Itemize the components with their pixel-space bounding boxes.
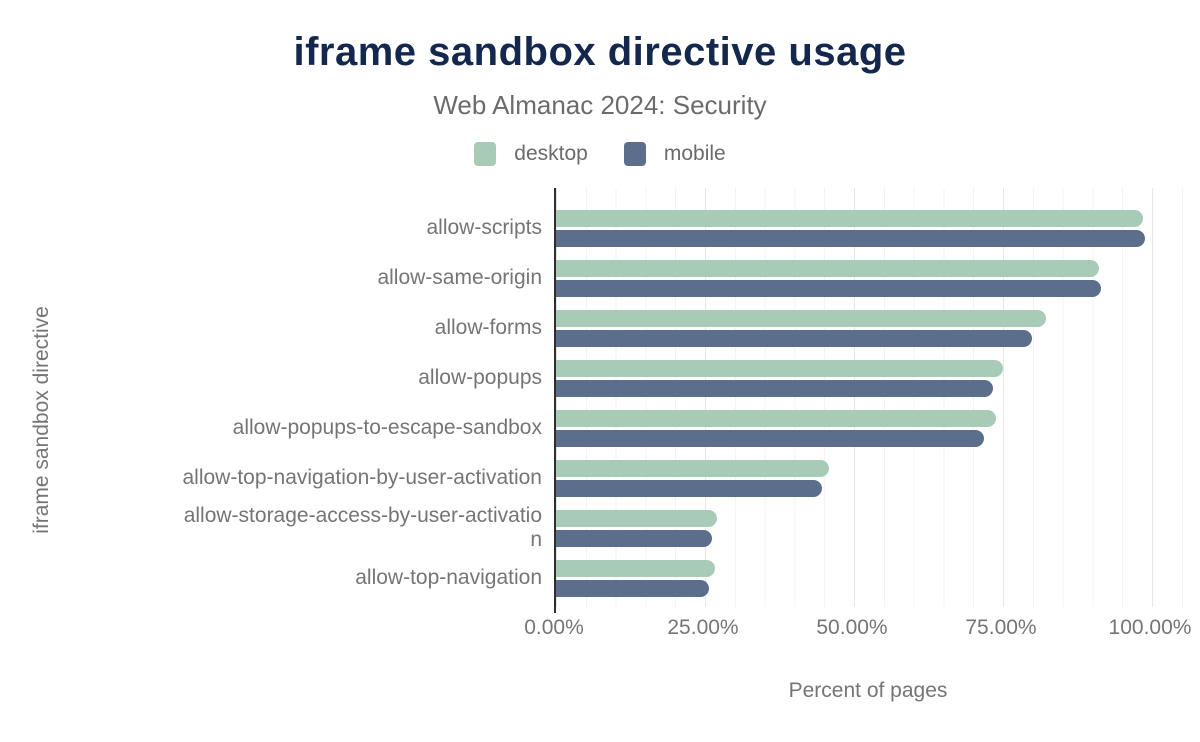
- bar-mobile: [556, 479, 822, 497]
- chart-legend: desktop mobile: [0, 142, 1200, 166]
- bar-mobile: [556, 279, 1102, 297]
- bar-desktop: [556, 509, 717, 527]
- category-label: allow-top-navigation-by-user-activation: [182, 465, 542, 489]
- bar-group: [556, 303, 1184, 353]
- legend-swatch-desktop: [474, 142, 497, 166]
- category-label-row: allow-top-navigation-by-user-activation: [176, 453, 542, 503]
- category-label-row: allow-same-origin: [176, 253, 542, 303]
- chart-title: iframe sandbox directive usage: [293, 30, 907, 74]
- bar-desktop: [556, 209, 1144, 227]
- category-label: allow-same-origin: [377, 265, 542, 289]
- category-label-row: allow-storage-access-by-user-activation: [176, 503, 542, 553]
- bar-group: [556, 503, 1184, 553]
- category-label: allow-top-navigation: [355, 565, 542, 589]
- category-label: allow-popups-to-escape-sandbox: [232, 415, 542, 439]
- category-label-row: allow-top-navigation: [176, 553, 542, 603]
- bar-group: [556, 553, 1184, 603]
- bar-mobile: [556, 329, 1032, 347]
- bar-group: [556, 353, 1184, 403]
- legend-label: mobile: [663, 142, 726, 165]
- bar-mobile: [556, 529, 712, 547]
- chart-subtitle: Web Almanac 2024: Security: [433, 90, 767, 120]
- category-label: allow-popups: [418, 365, 542, 389]
- bar-desktop: [556, 409, 996, 427]
- category-label-row: allow-forms: [176, 303, 542, 353]
- bar-group: [556, 453, 1184, 503]
- bar-group: [556, 253, 1184, 303]
- bar-desktop: [556, 559, 716, 577]
- bar-group: [556, 403, 1184, 453]
- x-tick-label: 50.00%: [816, 616, 888, 639]
- x-tick-label: 25.00%: [667, 616, 739, 639]
- category-label: allow-scripts: [426, 215, 542, 239]
- x-axis-title: Percent of pages: [788, 679, 948, 702]
- bar-group: [556, 203, 1184, 253]
- bar-desktop: [556, 259, 1099, 277]
- bar-mobile: [556, 229, 1146, 247]
- bar-rows: [556, 203, 1184, 603]
- legend-item-mobile: mobile: [623, 142, 726, 166]
- category-labels: allow-scripts allow-same-origin allow-form…: [176, 203, 542, 603]
- legend-item-desktop: desktop: [474, 142, 588, 166]
- category-label: allow-forms: [434, 315, 542, 339]
- bar-desktop: [556, 459, 829, 477]
- category-label-row: allow-popups: [176, 353, 542, 403]
- bar-mobile: [556, 379, 994, 397]
- category-label-row: allow-scripts: [176, 203, 542, 253]
- x-axis-zero-tick: [554, 607, 556, 613]
- x-tick-label: 100.00%: [1108, 616, 1192, 639]
- x-tick-label: 0.00%: [524, 616, 584, 639]
- bar-mobile: [556, 579, 710, 597]
- bar-desktop: [556, 309, 1046, 327]
- y-axis-title: iframe sandbox directive: [30, 306, 53, 534]
- legend-label: desktop: [514, 142, 588, 165]
- legend-swatch-mobile: [623, 142, 646, 166]
- category-label-row: allow-popups-to-escape-sandbox: [176, 403, 542, 453]
- bar-desktop: [556, 359, 1003, 377]
- category-label: allow-storage-access-by-user-activation: [183, 503, 542, 551]
- bar-mobile: [556, 429, 984, 447]
- x-tick-label: 75.00%: [965, 616, 1037, 639]
